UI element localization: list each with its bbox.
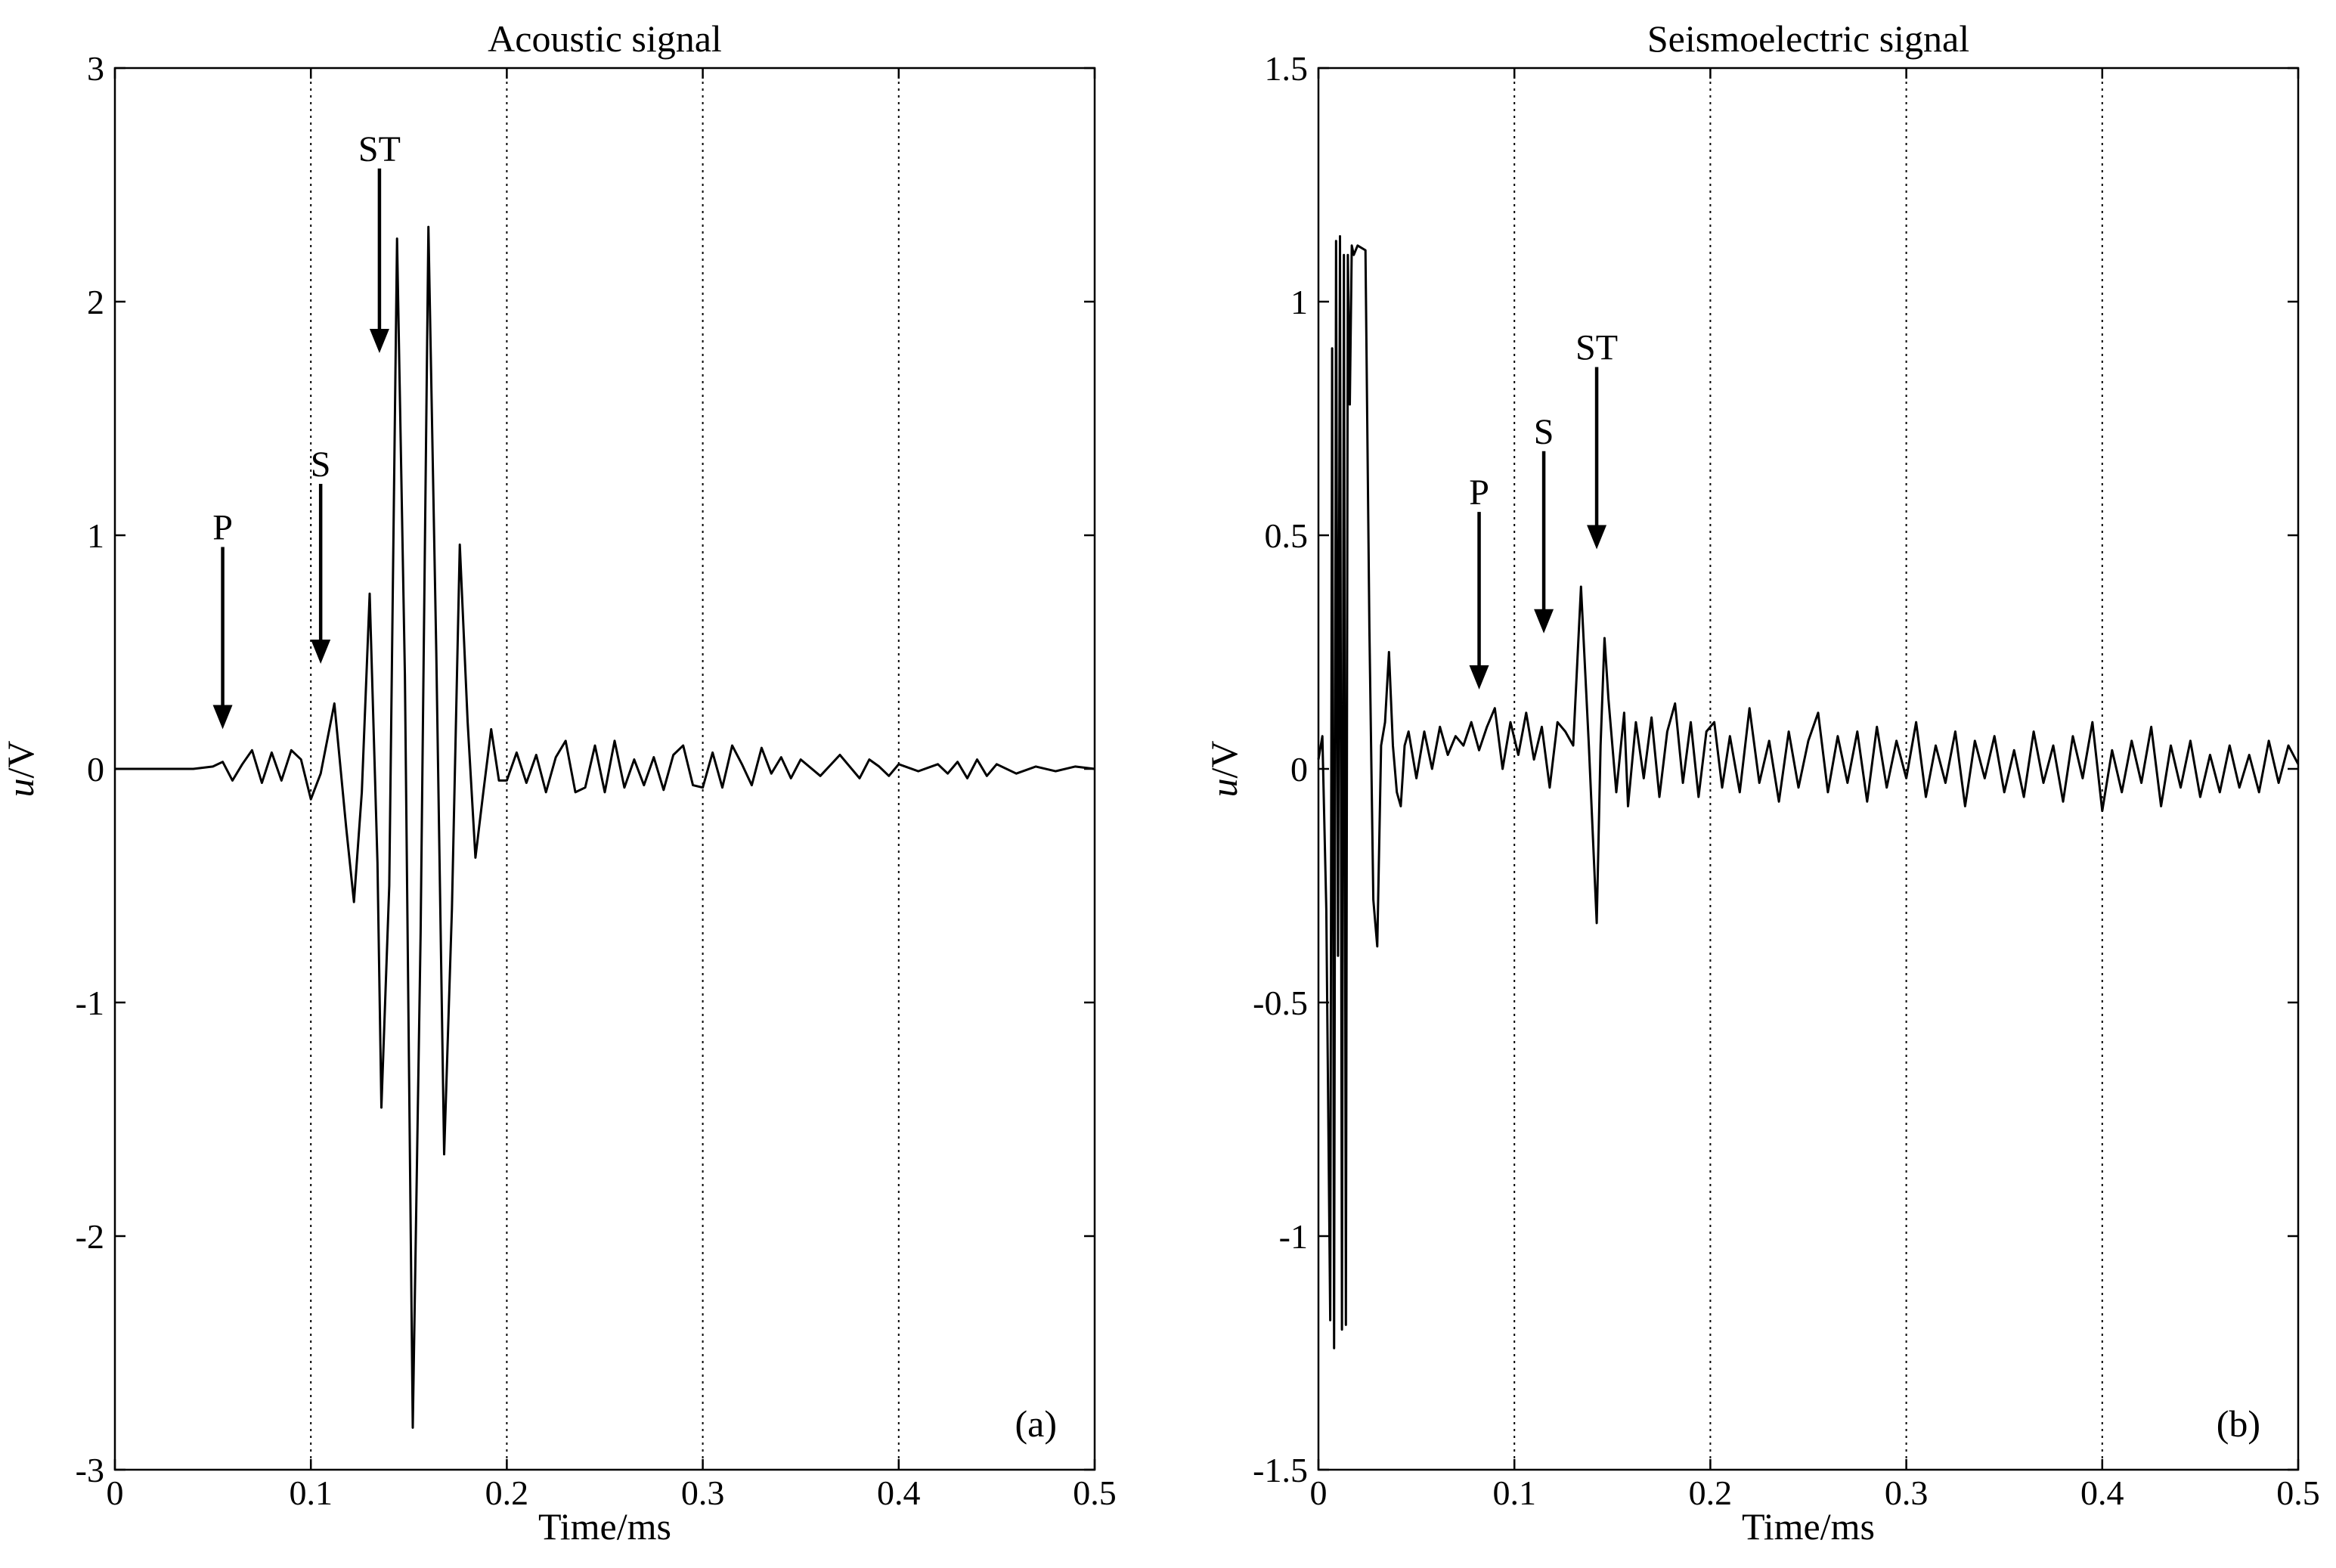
x-tick-label: 0.2 [1689, 1473, 1733, 1512]
annotation-label: ST [358, 129, 401, 169]
x-tick-label: 0.5 [1073, 1473, 1117, 1512]
x-tick-label: 0.2 [485, 1473, 529, 1512]
y-axis-title: u/V [1203, 741, 1245, 798]
x-tick-label: 0.5 [2276, 1473, 2320, 1512]
y-tick-label: 1 [87, 516, 104, 555]
y-tick-label: 0 [1290, 750, 1308, 789]
annotation-label: S [311, 445, 331, 485]
annotation-arrow-head [212, 705, 233, 730]
annotation-arrow-head [369, 328, 389, 353]
annotation-arrow-head [1587, 525, 1607, 550]
y-tick-label: 0 [87, 750, 104, 789]
y-tick-label: 3 [87, 49, 104, 88]
y-tick-label: -3 [76, 1451, 104, 1489]
signal-trace [115, 225, 1095, 1429]
y-tick-label: -1 [76, 984, 104, 1022]
panel-tag: (b) [2217, 1402, 2260, 1445]
chart-title: Acoustic signal [488, 17, 722, 60]
y-tick-label: -0.5 [1253, 984, 1308, 1022]
y-axis-title-symbol: u [1203, 779, 1245, 798]
x-tick-label: 0 [1310, 1473, 1328, 1512]
y-tick-label: -2 [76, 1217, 104, 1256]
annotation-label: P [212, 507, 233, 547]
annotation-arrow-head [1534, 609, 1554, 634]
x-axis-title: Time/ms [1742, 1505, 1875, 1548]
x-tick-label: 0.4 [2080, 1473, 2124, 1512]
y-tick-label: 0.5 [1265, 516, 1309, 555]
chart-title: Seismoelectric signal [1647, 17, 1969, 60]
x-tick-label: 0.3 [681, 1473, 725, 1512]
x-tick-label: 0.3 [1885, 1473, 1929, 1512]
panel-b-seismoelectric: 0 0.1 0.2 0.3 0.4 0.5 -1.5 -1 -0.5 0 0.5 1 1.5 P S ST Se… [1203, 17, 2320, 1548]
y-tick-label: -1.5 [1253, 1451, 1308, 1489]
y-axis-title-unit: /V [0, 741, 42, 779]
x-tick-label: 0 [107, 1473, 124, 1512]
y-axis-title: u/V [0, 741, 42, 798]
y-tick-label: 1.5 [1265, 49, 1309, 88]
y-tick-label: -1 [1279, 1217, 1308, 1256]
y-axis-title-symbol: u [0, 779, 42, 798]
signal-trace [1317, 235, 2300, 1350]
x-tick-label: 0.1 [289, 1473, 333, 1512]
annotation-label: ST [1575, 328, 1618, 368]
plot-frame [113, 67, 1096, 1471]
annotation-arrow-head [311, 639, 331, 664]
x-tick-label: 0.4 [877, 1473, 921, 1512]
y-tick-label: 1 [1290, 283, 1308, 321]
x-axis-title: Time/ms [538, 1505, 671, 1548]
annotation-arrow-head [1469, 665, 1489, 689]
y-axis-title-unit: /V [1203, 741, 1245, 779]
annotation-label: P [1469, 473, 1489, 513]
annotation-label: S [1534, 412, 1554, 452]
panel-a-acoustic: 0 0.1 0.2 0.3 0.4 0.5 -3 -2 -1 0 1 2 3 P S ST Acoustic s… [0, 17, 1117, 1548]
panel-tag: (a) [1015, 1402, 1058, 1445]
y-tick-label: 2 [87, 283, 104, 321]
x-tick-label: 0.1 [1492, 1473, 1536, 1512]
plot-frame [1317, 67, 2300, 1471]
